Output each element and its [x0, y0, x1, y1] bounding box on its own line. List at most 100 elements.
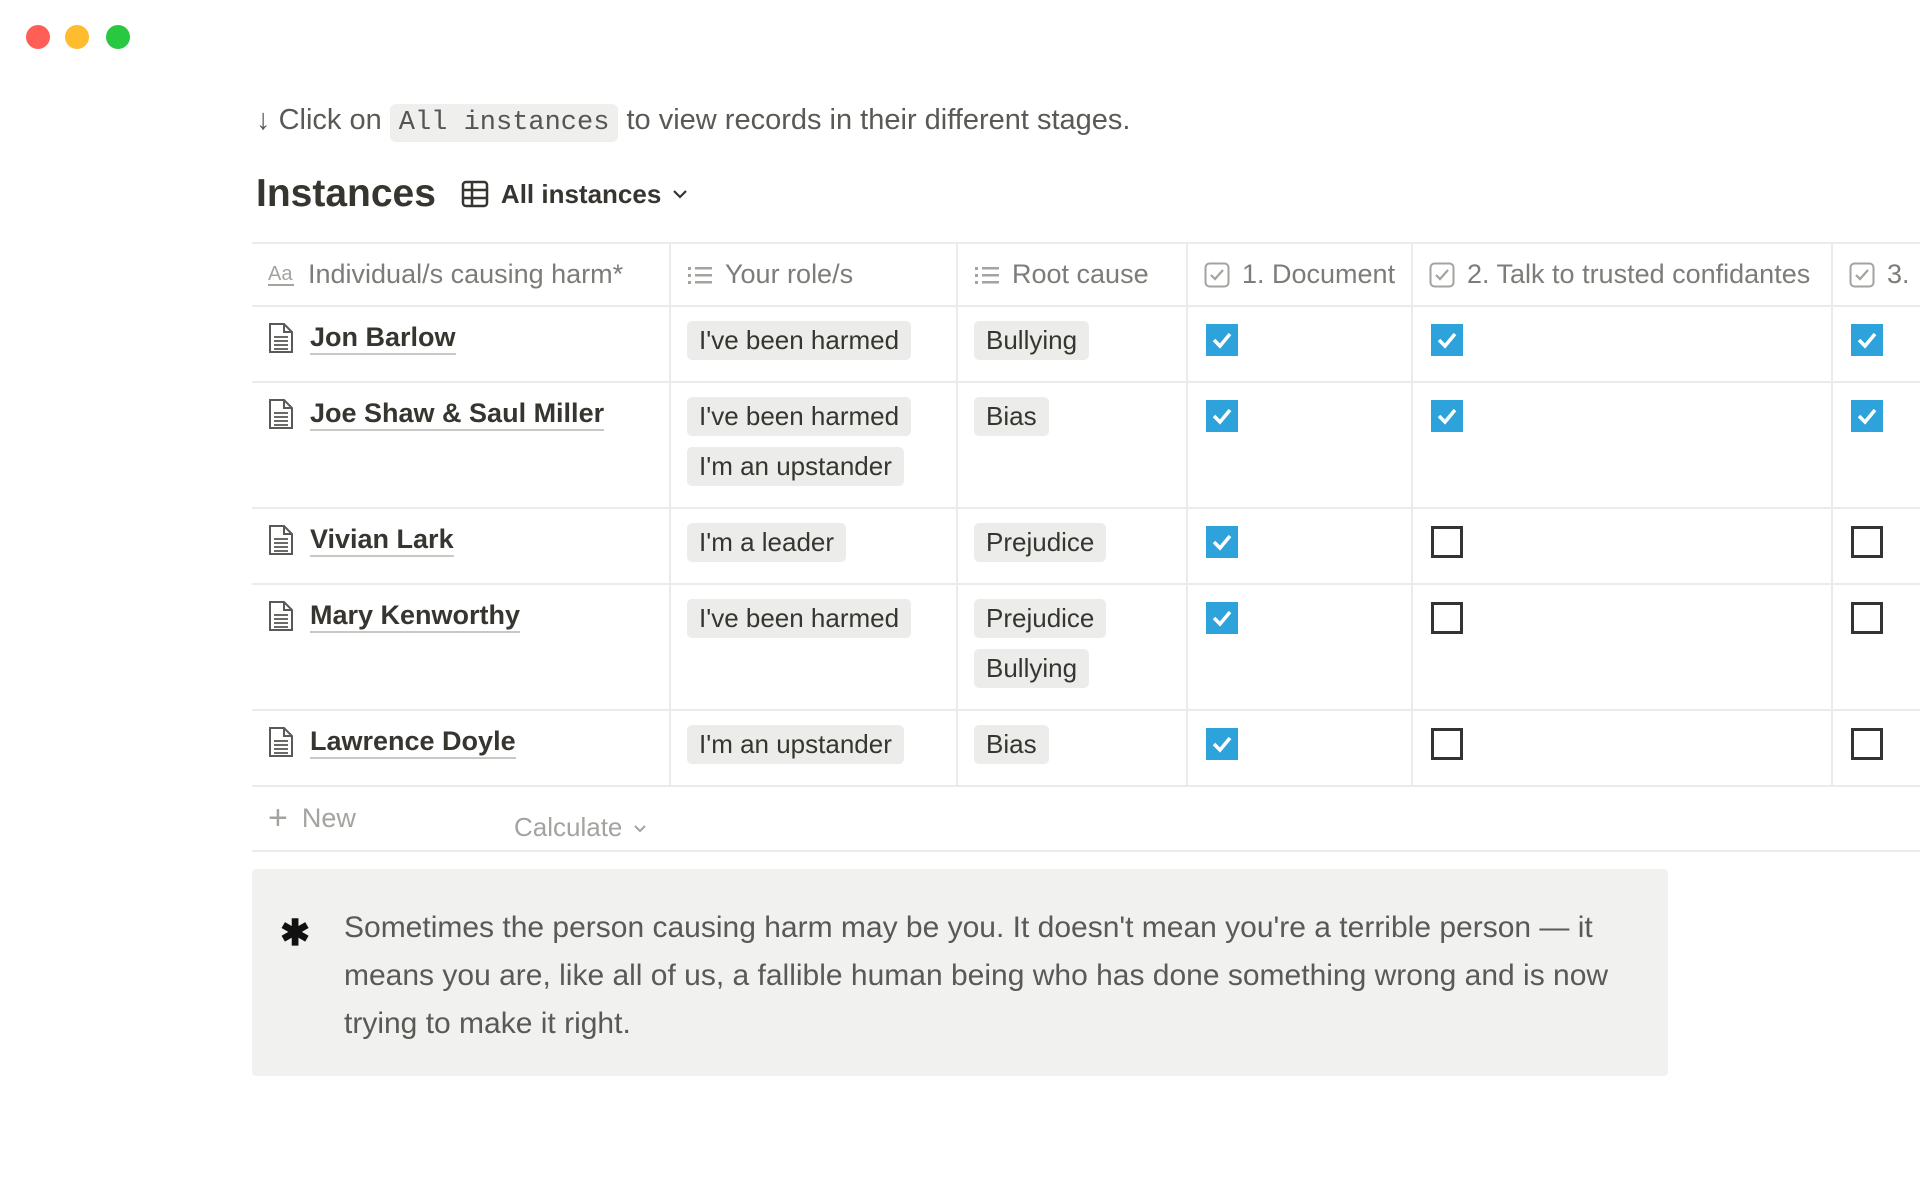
checkbox-cell: [1413, 585, 1833, 709]
record-link[interactable]: Lawrence Doyle: [268, 725, 653, 760]
checkbox-cell: [1413, 383, 1833, 507]
multi-select-icon: [974, 264, 1012, 286]
page-icon: [269, 323, 293, 354]
checkbox-checked[interactable]: [1851, 324, 1883, 356]
page-icon: [269, 525, 293, 556]
column-header[interactable]: 2. Talk to trusted confidantes: [1413, 244, 1833, 305]
column-header[interactable]: Your role/s: [671, 244, 958, 305]
checkbox-unchecked[interactable]: [1431, 602, 1463, 634]
checkbox-cell: [1413, 711, 1833, 785]
window-close-button[interactable]: [26, 25, 50, 49]
cause-tag: Bias: [974, 397, 1049, 436]
record-link[interactable]: Mary Kenworthy: [268, 599, 653, 634]
role-tag: I've been harmed: [687, 321, 912, 360]
role-tag: I'm a leader: [687, 523, 847, 562]
page-icon: [269, 399, 293, 430]
checkbox-checked[interactable]: [1206, 602, 1238, 634]
name-cell: Jon Barlow: [252, 307, 671, 381]
cause-tag: Prejudice: [974, 599, 1107, 638]
new-row-button[interactable]: + New: [252, 787, 1920, 852]
column-header[interactable]: Root cause: [958, 244, 1188, 305]
roles-cell[interactable]: I'm a leader: [671, 509, 958, 583]
role-tag: I've been harmed: [687, 397, 912, 436]
window-minimize-button[interactable]: [65, 25, 89, 49]
cause-cell[interactable]: Bias: [958, 383, 1188, 507]
checkbox-cell: [1833, 383, 1920, 507]
instances-table: Aa Individual/s causing harm* Your role/s R…: [252, 242, 1920, 852]
roles-cell[interactable]: I've been harmed: [671, 585, 958, 709]
record-link[interactable]: Jon Barlow: [268, 321, 653, 356]
name-cell: Vivian Lark: [252, 509, 671, 583]
view-selector[interactable]: All instances: [461, 179, 703, 210]
role-tag: I've been harmed: [687, 599, 912, 638]
database-title[interactable]: Instances: [256, 172, 436, 215]
callout-text: Sometimes the person causing harm may be…: [344, 911, 1609, 1040]
checkbox-cell: [1833, 509, 1920, 583]
name-cell: Mary Kenworthy: [252, 585, 671, 709]
checkbox-cell: [1188, 509, 1413, 583]
checkbox-cell: [1188, 585, 1413, 709]
cause-tag: Bias: [974, 725, 1049, 764]
checkbox-checked[interactable]: [1206, 400, 1238, 432]
record-link[interactable]: Vivian Lark: [268, 523, 653, 558]
inline-code: All instances: [389, 104, 619, 142]
checkbox-property-icon: [1204, 262, 1242, 288]
name-cell: Lawrence Doyle: [252, 711, 671, 785]
window-zoom-button[interactable]: [106, 25, 130, 49]
checkbox-unchecked[interactable]: [1431, 526, 1463, 558]
text-property-icon: Aa: [268, 263, 308, 287]
checkbox-property-icon: [1429, 262, 1467, 288]
checkbox-checked[interactable]: [1206, 728, 1238, 760]
checkbox-unchecked[interactable]: [1851, 526, 1883, 558]
multi-select-icon: [687, 264, 725, 286]
column-header[interactable]: Aa Individual/s causing harm*: [252, 244, 671, 305]
cause-cell[interactable]: Bias: [958, 711, 1188, 785]
name-cell: Joe Shaw & Saul Miller: [252, 383, 671, 507]
column-header[interactable]: 3.: [1833, 244, 1920, 305]
checkbox-checked[interactable]: [1206, 526, 1238, 558]
checkbox-property-icon: [1849, 262, 1887, 288]
table-row: Lawrence Doyle I'm an upstander Bias: [252, 711, 1920, 787]
callout: ✱ Sometimes the person causing harm may …: [252, 869, 1668, 1076]
checkbox-unchecked[interactable]: [1851, 728, 1883, 760]
table-row: Mary Kenworthy I've been harmed Prejudice B…: [252, 585, 1920, 711]
checkbox-unchecked[interactable]: [1851, 602, 1883, 634]
checkbox-checked[interactable]: [1206, 324, 1238, 356]
cause-cell[interactable]: Prejudice Bullying: [958, 585, 1188, 709]
roles-cell[interactable]: I've been harmed: [671, 307, 958, 381]
checkbox-cell: [1188, 711, 1413, 785]
checkbox-checked[interactable]: [1851, 400, 1883, 432]
cause-tag: Prejudice: [974, 523, 1107, 562]
view-label: All instances: [500, 178, 662, 209]
roles-cell[interactable]: I've been harmed I'm an upstander: [671, 383, 958, 507]
table-header: Aa Individual/s causing harm* Your role/s R…: [252, 242, 1920, 307]
checkbox-cell: [1833, 711, 1920, 785]
roles-cell[interactable]: I'm an upstander: [671, 711, 958, 785]
page-icon: [269, 601, 293, 632]
checkbox-checked[interactable]: [1431, 324, 1463, 356]
role-tag: I'm an upstander: [687, 447, 904, 486]
record-link[interactable]: Joe Shaw & Saul Miller: [268, 397, 653, 432]
calculate-button[interactable]: Calculate: [514, 812, 650, 843]
cause-cell[interactable]: Prejudice: [958, 509, 1188, 583]
hint-text: ↓ Click on All instances to view records…: [256, 104, 1130, 142]
page-icon: [269, 727, 293, 758]
checkbox-cell: [1188, 307, 1413, 381]
cause-cell[interactable]: Bullying: [958, 307, 1188, 381]
database-header: Instances All instances: [256, 172, 703, 216]
svg-text:Aa: Aa: [268, 263, 293, 285]
column-header[interactable]: 1. Document: [1188, 244, 1413, 305]
checkbox-cell: [1833, 307, 1920, 381]
checkbox-cell: [1188, 383, 1413, 507]
table-row: Jon Barlow I've been harmed Bullying: [252, 307, 1920, 383]
chevron-down-icon: [634, 824, 647, 832]
arrow-down-icon: ↓: [256, 104, 271, 136]
checkbox-cell: [1413, 509, 1833, 583]
cause-tag: Bullying: [974, 321, 1090, 360]
checkbox-checked[interactable]: [1431, 400, 1463, 432]
role-tag: I'm an upstander: [687, 725, 904, 764]
checkbox-unchecked[interactable]: [1431, 728, 1463, 760]
chevron-down-icon: [673, 190, 688, 199]
asterisk-icon: ✱: [280, 912, 311, 953]
cause-tag: Bullying: [974, 649, 1090, 688]
